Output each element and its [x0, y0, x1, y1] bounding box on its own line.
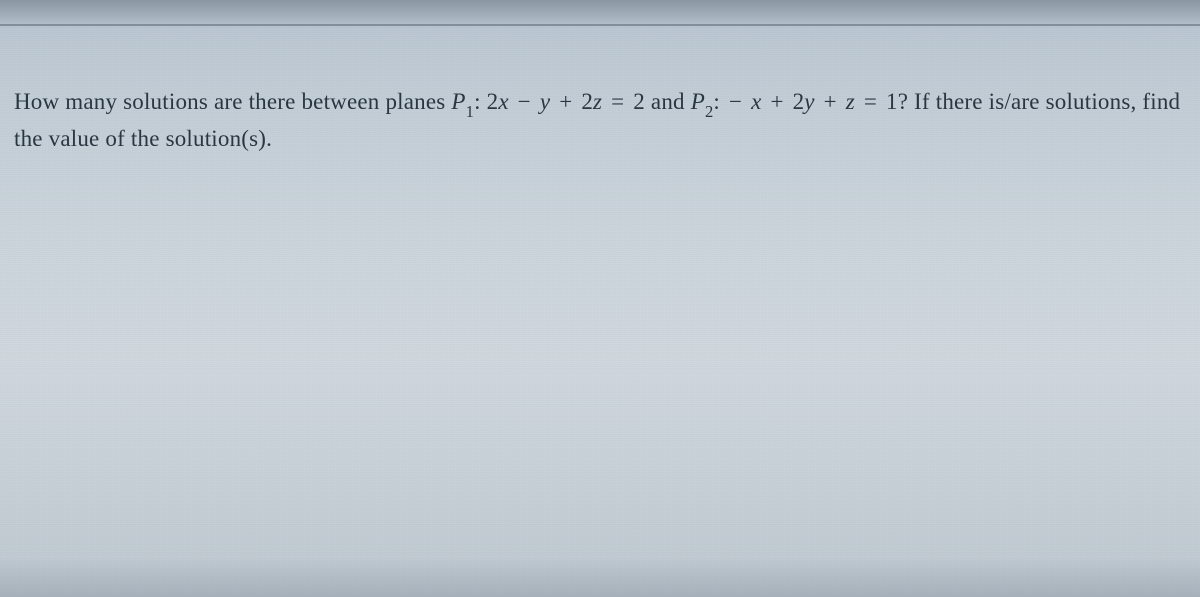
problem-intro: How many solutions are there between pla… [14, 89, 451, 114]
connector-and: and [645, 89, 691, 114]
equation1: 2x − y + 2z = 2 [487, 89, 645, 114]
problem-text: How many solutions are there between pla… [14, 85, 1186, 157]
page-top-line [0, 24, 1200, 26]
plane2-colon: : [713, 89, 726, 114]
page-bottom-shadow [0, 557, 1200, 597]
plane2-symbol: P [691, 89, 705, 114]
equation2: − x + 2y + z = 1 [726, 89, 898, 114]
plane1-symbol: P [451, 89, 465, 114]
plane1-subscript: 1 [466, 102, 474, 121]
plane1-colon: : [474, 89, 487, 114]
plane2-subscript: 2 [705, 102, 713, 121]
